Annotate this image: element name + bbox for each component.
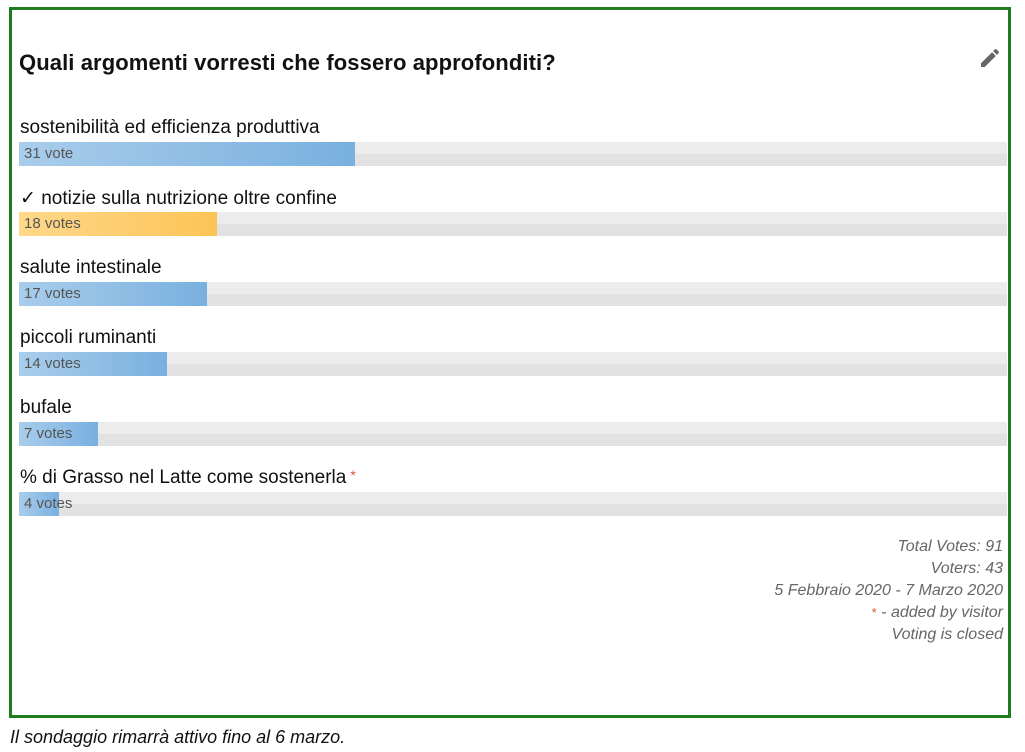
total-votes: Total Votes: 91 bbox=[897, 538, 1003, 555]
bar-track: 14 votes bbox=[19, 352, 1007, 376]
poll-answer: piccoli ruminanti 14 votes bbox=[19, 327, 1007, 397]
pencil-icon[interactable] bbox=[978, 46, 1002, 70]
bar-track: 4 votes bbox=[19, 492, 1007, 516]
poll-widget: Quali argomenti vorresti che fossero app… bbox=[9, 7, 1011, 718]
bar-track: 31 vote bbox=[19, 142, 1007, 166]
vote-count: 18 votes bbox=[24, 215, 81, 232]
answer-label: % di Grasso nel Latte come sostenerla * bbox=[20, 467, 356, 489]
answer-label: piccoli ruminanti bbox=[20, 327, 157, 348]
answer-label: bufale bbox=[20, 397, 72, 418]
poll-question: Quali argomenti vorresti che fossero app… bbox=[19, 50, 556, 75]
vote-count: 7 votes bbox=[24, 425, 73, 442]
answer-label: sostenibilità ed efficienza produttiva bbox=[20, 117, 320, 138]
visitor-marker: * bbox=[350, 467, 356, 483]
poll-answer: bufale 7 votes bbox=[19, 397, 1007, 467]
bar-track: 18 votes bbox=[19, 212, 1007, 236]
vote-bar bbox=[19, 212, 217, 236]
poll-answer: % di Grasso nel Latte come sostenerla * 4… bbox=[19, 467, 1007, 537]
poll-answers: sostenibilità ed efficienza produttiva 3… bbox=[19, 117, 1007, 537]
footer-note: Il sondaggio rimarrà attivo fino al 6 ma… bbox=[10, 727, 346, 747]
vote-count: 17 votes bbox=[24, 285, 81, 302]
vote-bar bbox=[19, 282, 207, 306]
poll-answer: ✓ notizie sulla nutrizione oltre confine… bbox=[19, 187, 1007, 257]
visitor-note: - added by visitor bbox=[876, 604, 1003, 621]
visitor-legend: * - added by visitor bbox=[774, 602, 1003, 624]
answer-label: salute intestinale bbox=[20, 257, 162, 278]
vote-bar bbox=[19, 422, 99, 446]
vote-bar bbox=[19, 142, 355, 166]
answer-label: ✓ notizie sulla nutrizione oltre confine bbox=[20, 188, 337, 209]
poll-summary: Total Votes: 91 Voters: 43 5 Febbraio 20… bbox=[774, 536, 1003, 646]
voters-count: Voters: 43 bbox=[930, 560, 1003, 577]
vote-count: 31 vote bbox=[24, 145, 74, 162]
vote-count: 4 votes bbox=[24, 495, 73, 512]
voting-status: Voting is closed bbox=[891, 626, 1003, 643]
vote-count: 14 votes bbox=[24, 355, 81, 372]
answer-label-text: % di Grasso nel Latte come sostenerla bbox=[20, 467, 347, 488]
date-range: 5 Febbraio 2020 - 7 Marzo 2020 bbox=[774, 582, 1003, 599]
poll-answer: sostenibilità ed efficienza produttiva 3… bbox=[19, 117, 1007, 187]
vote-bar bbox=[19, 352, 168, 376]
poll-answer: salute intestinale 17 votes bbox=[19, 257, 1007, 327]
bar-track: 17 votes bbox=[19, 282, 1007, 306]
vote-bar bbox=[19, 492, 59, 516]
bar-track: 7 votes bbox=[19, 422, 1007, 446]
visitor-marker: * bbox=[871, 605, 877, 620]
